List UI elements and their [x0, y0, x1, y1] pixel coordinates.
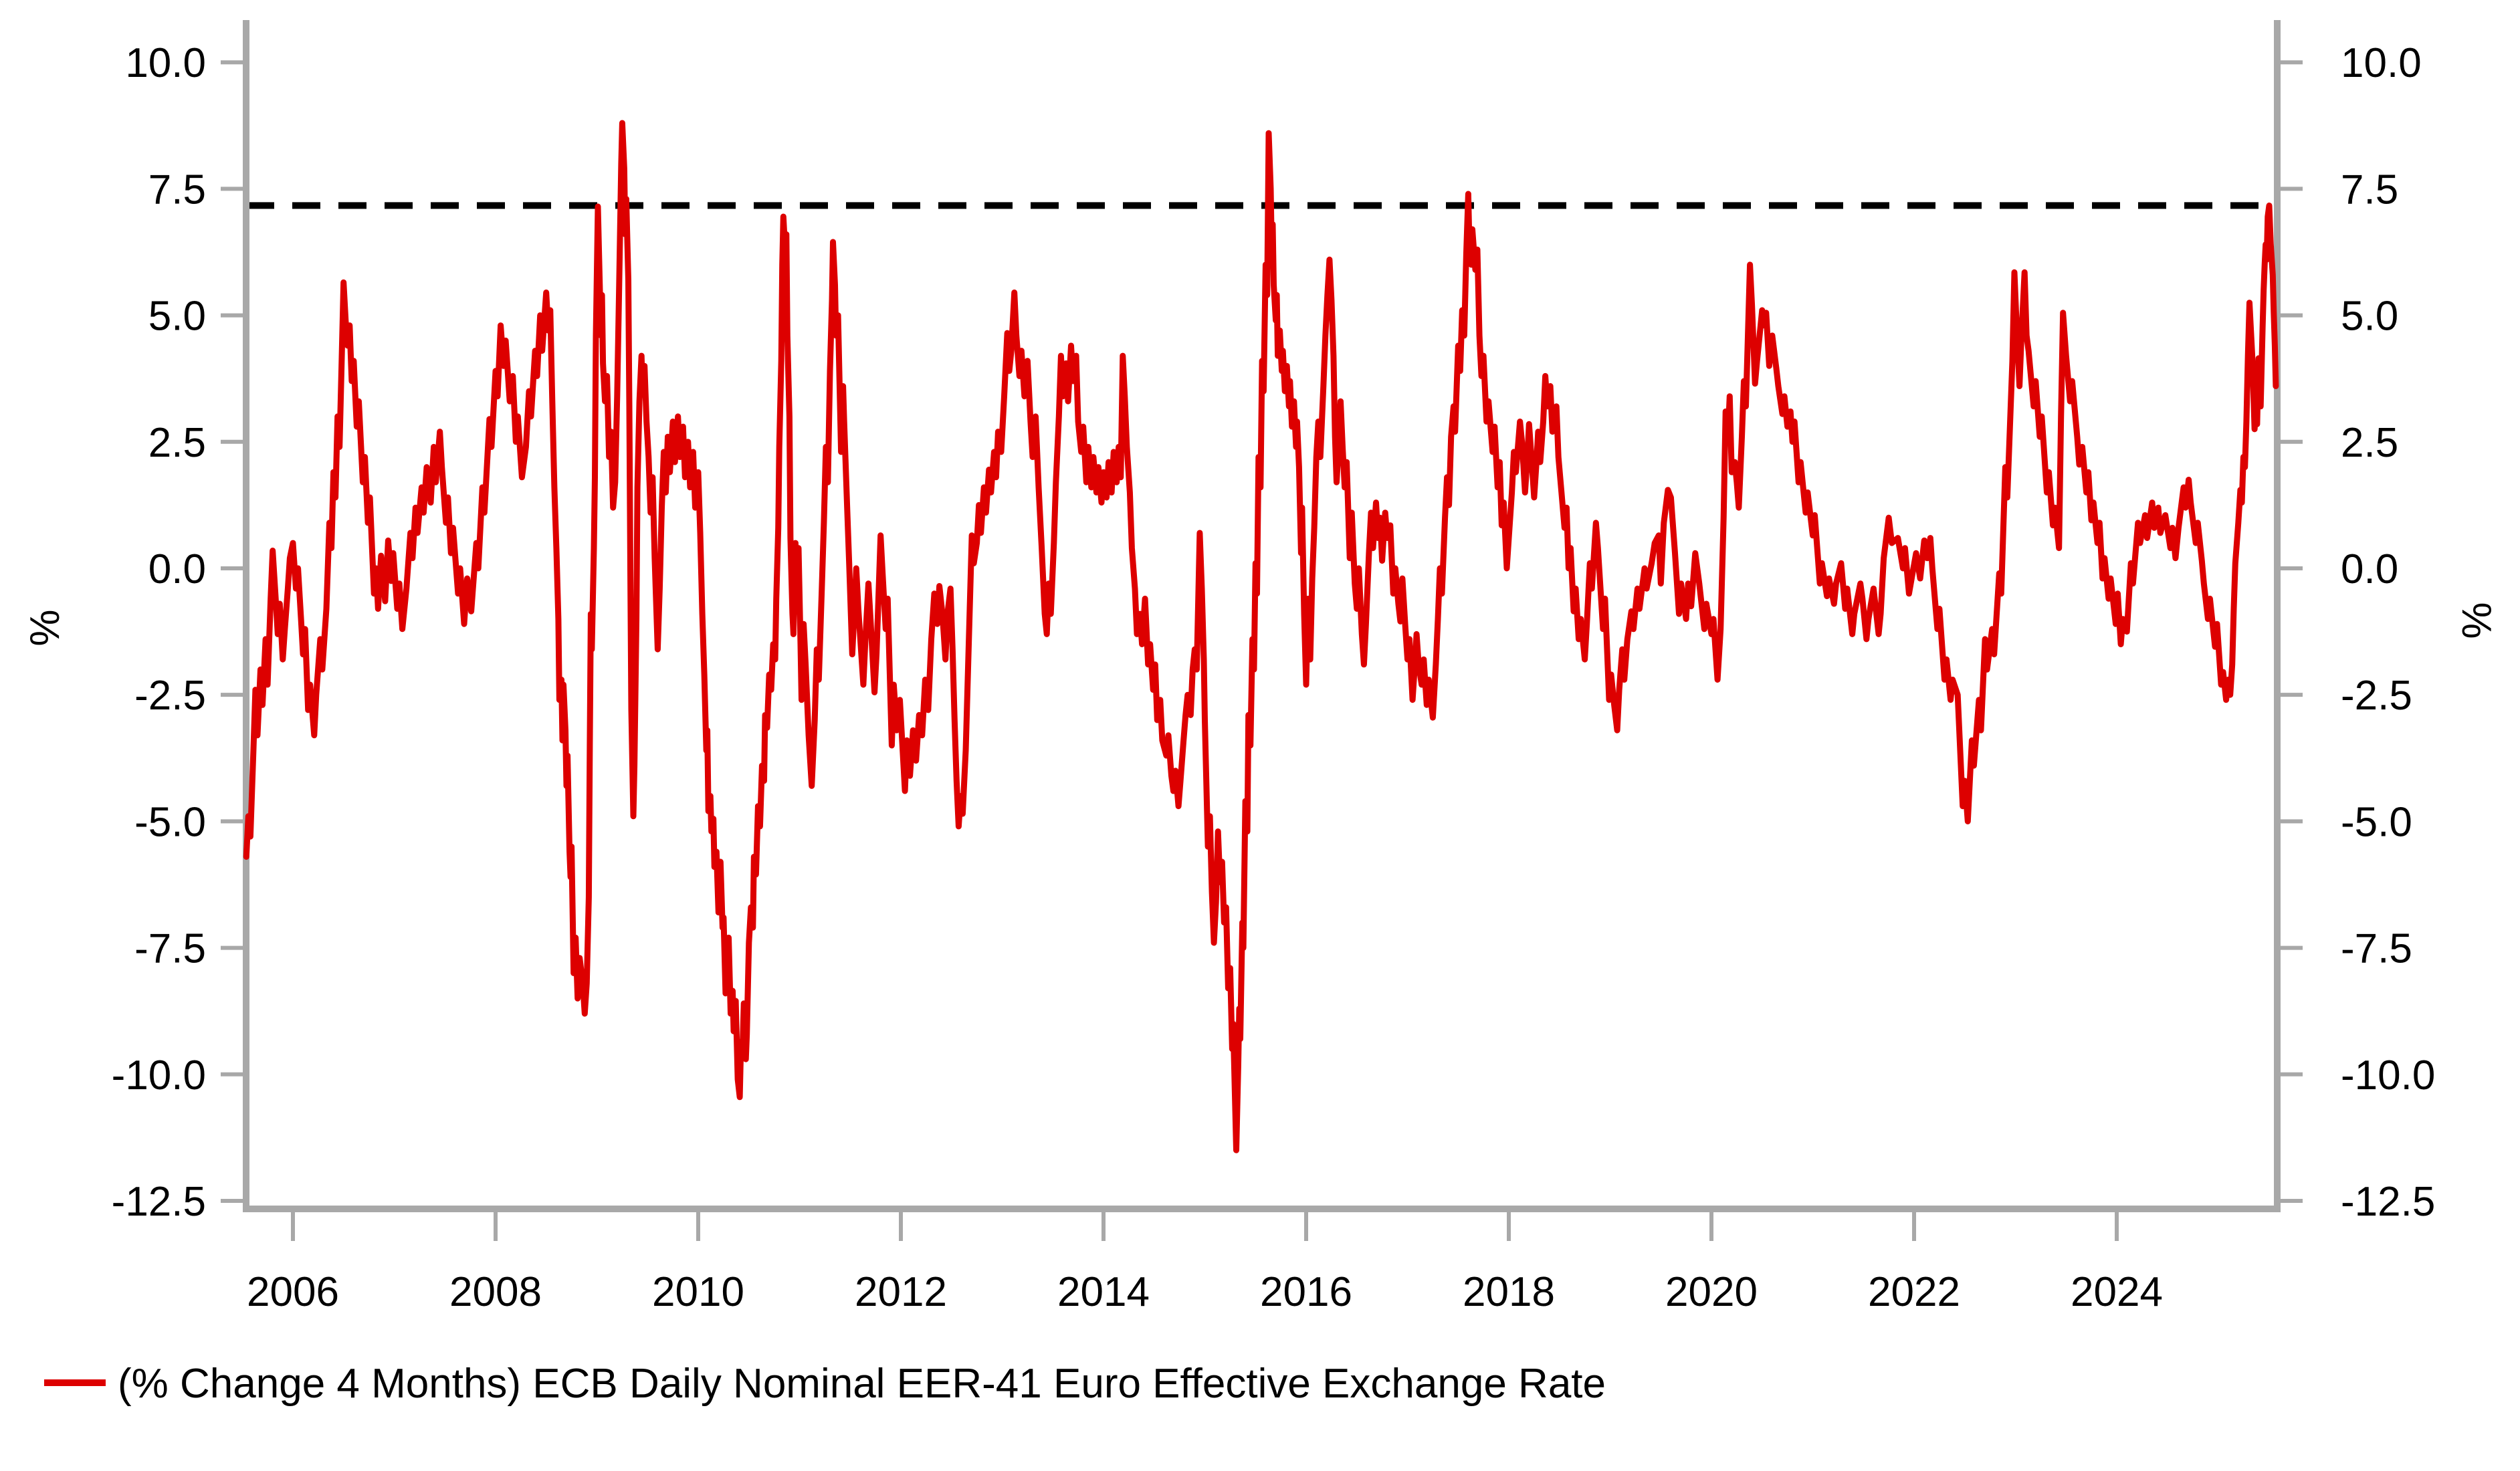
x-axis-tick-label: 2024: [2071, 1269, 2163, 1315]
legend-label: (% Change 4 Months) ECB Daily Nominal EE…: [118, 1361, 1606, 1407]
series-eer41-line: [243, 120, 2279, 1153]
x-axis-tick-label: 2008: [449, 1269, 542, 1315]
y-axis-tick-label-right: -12.5: [2341, 1179, 2435, 1225]
y-axis-tick-label-right: 5.0: [2341, 294, 2398, 340]
y-axis-tick-label-left: 0.0: [148, 546, 206, 592]
x-axis-tick-label: 2012: [855, 1269, 947, 1315]
y-axis-tick-label-left: -7.5: [134, 926, 206, 972]
y-axis-tick-label-right: -7.5: [2341, 926, 2412, 972]
y-axis-tick-label-left: -5.0: [134, 799, 206, 845]
legend: (% Change 4 Months) ECB Daily Nominal EE…: [44, 1361, 1606, 1407]
y-axis-tick-label-left: -2.5: [134, 673, 206, 719]
tick-labels-group: 10.0 10.0 7.5 7.5 5.0 5.0 2.5 2.5 0.0 0.0 -2.5 -2.5…: [112, 40, 2436, 1315]
y-axis-tick-label-right: -5.0: [2341, 799, 2412, 845]
x-axis-tick-label: 2016: [1260, 1269, 1352, 1315]
x-axis-tick-label: 2014: [1057, 1269, 1150, 1315]
x-axis-tick-label: 2020: [1665, 1269, 1758, 1315]
y-axis-title-right: %: [2453, 602, 2499, 639]
y-axis-tick-label-right: 10.0: [2341, 40, 2422, 86]
x-axis-tick-label: 2006: [247, 1269, 339, 1315]
series-group: [243, 120, 2279, 1153]
y-axis-tick-label-right: 2.5: [2341, 420, 2398, 466]
y-axis-tick-label-right: 7.5: [2341, 166, 2398, 213]
y-axis-title-left: %: [22, 609, 68, 646]
y-axis-tick-label-right: 0.0: [2341, 546, 2398, 592]
y-axis-tick-label-right: -2.5: [2341, 673, 2412, 719]
y-axis-tick-label-left: -12.5: [112, 1179, 206, 1225]
x-axis-tick-label: 2010: [652, 1269, 744, 1315]
tick-marks-group: [221, 60, 2303, 1241]
y-axis-tick-label-right: -10.0: [2341, 1052, 2435, 1099]
y-axis-tick-label-left: 10.0: [125, 40, 206, 86]
y-axis-tick-label-left: -10.0: [112, 1052, 206, 1099]
x-axis-tick-label: 2022: [1868, 1269, 1960, 1315]
x-axis-tick-label: 2018: [1463, 1269, 1555, 1315]
y-axis-tick-label-left: 7.5: [148, 166, 206, 213]
y-axis-tick-label-left: 5.0: [148, 294, 206, 340]
y-axis-tick-label-left: 2.5: [148, 420, 206, 466]
axes-group: [243, 20, 2281, 1212]
